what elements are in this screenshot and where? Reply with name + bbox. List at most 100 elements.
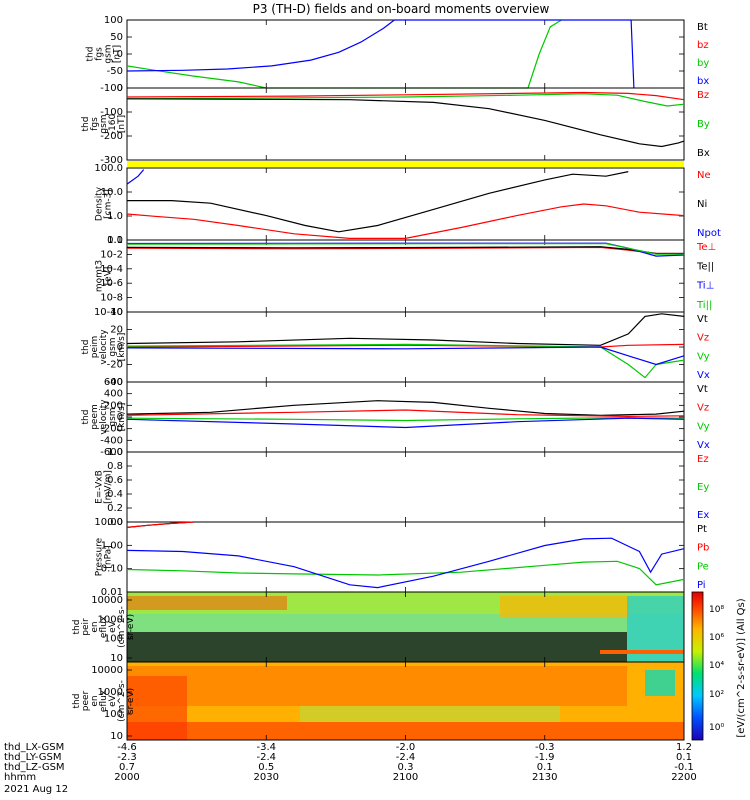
y-tick-label: 10.0 bbox=[101, 187, 123, 198]
series-line-peem-Vy bbox=[126, 416, 685, 422]
series-line-peem-Vx bbox=[126, 417, 685, 429]
series-line-peem-Vt bbox=[126, 400, 685, 416]
spectrogram-peer bbox=[127, 662, 684, 740]
series-line-density-Ni bbox=[127, 171, 629, 233]
colorbar-tick: 10² bbox=[709, 690, 724, 700]
panel-frame bbox=[126, 167, 685, 241]
y-tick-label: -40 bbox=[107, 377, 123, 388]
peem-ylabel-line: thd bbox=[81, 410, 91, 425]
series-line-mom-Te⊥ bbox=[126, 246, 684, 255]
series-line-mom-Ti|| bbox=[126, 243, 684, 255]
y-tick-label: 50 bbox=[110, 32, 123, 43]
y-tick-label: 0.1 bbox=[107, 235, 123, 246]
y-tick-label: 0.8 bbox=[107, 461, 123, 472]
fgs160-ylabel-line: [nT] bbox=[117, 115, 127, 133]
peer-ylabel-line: (cm^2-s- bbox=[117, 680, 127, 722]
pos-value: -4.6 bbox=[117, 742, 137, 753]
pos-value: 2030 bbox=[254, 772, 279, 783]
peer-ylabel-line: sr-eV) bbox=[126, 688, 136, 714]
peem-ylabel-line: peem bbox=[90, 404, 100, 430]
peim-ylabel-line: [km/s] bbox=[117, 333, 127, 362]
pos-row-label: hhmm bbox=[4, 772, 36, 783]
legend-fgs-bx: bx bbox=[697, 76, 709, 87]
peir-ylabel-line: sr-eV) bbox=[126, 614, 136, 640]
y-tick-label: 10-8 bbox=[100, 293, 123, 304]
panel-density bbox=[126, 167, 685, 241]
y-tick-label: 0 bbox=[117, 49, 123, 60]
legend-fgs160-Bz: Bz bbox=[697, 90, 709, 101]
y-tick-label: 400 bbox=[104, 389, 123, 400]
y-tick-label: -600 bbox=[100, 447, 123, 458]
series-line-density-Npot bbox=[126, 169, 145, 185]
peir-ylabel-line: (cm^2-s- bbox=[117, 606, 127, 648]
y-tick-label: -200 bbox=[100, 131, 123, 142]
legend-peim-Vx: Vx bbox=[697, 370, 710, 381]
legend-pressure-Pe: Pe bbox=[697, 561, 709, 572]
series-line-peem-Vz bbox=[126, 409, 685, 418]
pressure-ylabel-line: [nPa] bbox=[104, 545, 114, 568]
y-tick-label: 10-10 bbox=[94, 307, 123, 318]
legend-pressure-Pt: Pt bbox=[697, 524, 707, 535]
y-tick-label: 0.6 bbox=[107, 475, 123, 486]
colorbar-ticks: 10⁸ 10⁶ 10⁴ 10² 10⁰ bbox=[709, 605, 724, 733]
y-tick-label: -100 bbox=[100, 107, 123, 118]
y-tick-label: -100 bbox=[100, 83, 123, 94]
y-tick-label: 0.01 bbox=[101, 587, 123, 598]
y-tick-label: 100 bbox=[104, 15, 123, 26]
panel-frame bbox=[126, 381, 685, 453]
peir-ylabel-line: thd bbox=[72, 620, 82, 635]
pos-value: 2100 bbox=[393, 772, 418, 783]
y-tick-label: 10-2 bbox=[100, 249, 123, 260]
legend-fgs-by: by bbox=[697, 58, 709, 69]
peer-ylabel-line: peer bbox=[81, 690, 91, 711]
y-tick-label: 600 bbox=[104, 377, 123, 388]
legend-efield-Ex: Ex bbox=[697, 510, 709, 521]
y-tick-label: -400 bbox=[100, 435, 123, 446]
peir-ylabel-line: peir bbox=[81, 618, 91, 636]
series-line-pressure-Pb bbox=[126, 521, 194, 528]
y-tick-label: 100.0 bbox=[94, 163, 123, 174]
series-line-fgs160-Bz bbox=[126, 91, 685, 101]
legend-peem-Vx: Vx bbox=[697, 440, 710, 451]
y-tick-label: -50 bbox=[107, 66, 123, 77]
y-tick-label: 1.00 bbox=[101, 540, 123, 551]
peer-ylabel-line: eflux bbox=[99, 689, 109, 712]
status-bar-yellow bbox=[127, 161, 684, 167]
efield-ylabel-line: [mV/m] bbox=[104, 470, 114, 504]
peem-ylabel-line: [km/s] bbox=[117, 403, 127, 432]
y-tick-label: 100 bbox=[104, 709, 123, 720]
pos-value: -3.4 bbox=[256, 742, 276, 753]
legend-peim-Vy: Vy bbox=[697, 351, 710, 362]
series-line-fgs160-By bbox=[126, 93, 685, 107]
y-tick-label: -300 bbox=[100, 155, 123, 166]
legend-density-Ni: Ni bbox=[697, 199, 707, 210]
panel-frame bbox=[126, 239, 685, 313]
pos-value: -0.3 bbox=[535, 742, 555, 753]
y-tick-label: -20 bbox=[107, 360, 123, 371]
series-line-fgs-by bbox=[126, 19, 562, 89]
pos-value: 0.7 bbox=[119, 762, 135, 773]
legend-peem-Vt: Vt bbox=[697, 384, 708, 395]
legend-mom-Te||: Te|| bbox=[696, 261, 714, 272]
peim-ylabel-line: peim bbox=[90, 336, 100, 359]
peer-ylabel-line: thd bbox=[72, 694, 82, 709]
legend-pressure-Pi: Pi bbox=[697, 580, 706, 591]
y-tick-label: 100 bbox=[104, 634, 123, 645]
legend-efield-Ez: Ez bbox=[697, 454, 709, 465]
panel-mom bbox=[126, 239, 685, 313]
pos-row-label: thd_LX-GSM bbox=[4, 742, 64, 753]
y-tick-label: -200 bbox=[100, 424, 123, 435]
y-tick-label: 0 bbox=[117, 342, 123, 353]
pos-value: -2.0 bbox=[396, 742, 416, 753]
y-tick-label: 40 bbox=[110, 307, 123, 318]
y-tick-label: 0.2 bbox=[107, 503, 123, 514]
fgs-ylabel-line: fgs bbox=[95, 47, 105, 61]
y-tick-label: 200 bbox=[104, 400, 123, 411]
y-tick-label: 10000 bbox=[91, 665, 123, 676]
pos-value: 1.2 bbox=[676, 742, 692, 753]
series-line-peim-Vt bbox=[126, 313, 685, 346]
pressure-ylabel-line: Pressure bbox=[95, 537, 105, 576]
legend-mom-Te⊥: Te⊥ bbox=[696, 242, 716, 253]
pos-value: 2200 bbox=[671, 772, 696, 783]
